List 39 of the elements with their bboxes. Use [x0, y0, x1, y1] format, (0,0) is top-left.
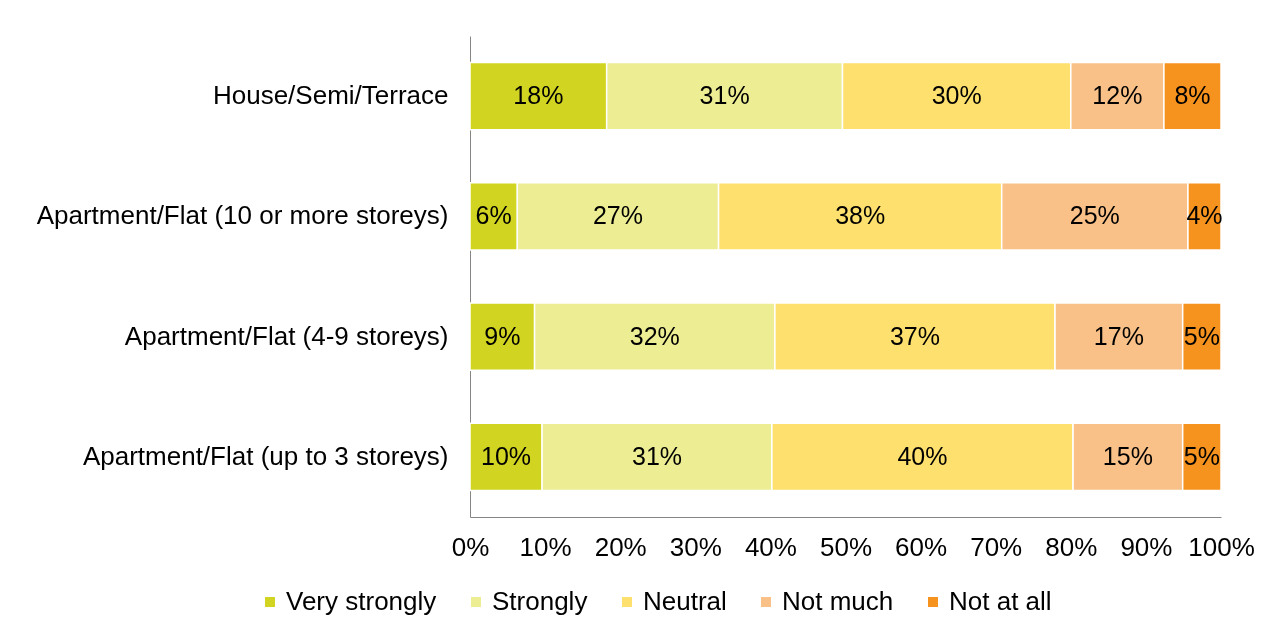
legend-label: Not at all: [949, 586, 1052, 616]
x-tick-label: 10%: [519, 531, 572, 562]
data-label: 9%: [484, 321, 521, 350]
data-label: 32%: [629, 321, 680, 350]
legend-label: Strongly: [492, 586, 588, 616]
x-tick-label: 60%: [895, 531, 948, 562]
x-tick-label: 100%: [1188, 531, 1255, 562]
y-tick-label: House/Semi/Terrace: [212, 80, 449, 111]
data-label: 27%: [592, 201, 643, 230]
x-tick-label: 30%: [669, 531, 722, 562]
data-label: 8%: [1174, 81, 1211, 110]
data-label: 31%: [631, 441, 683, 470]
legend-label: Very strongly: [286, 586, 437, 616]
data-label: 18%: [513, 81, 564, 110]
x-tick-label: 50%: [819, 531, 873, 562]
data-label: 31%: [699, 81, 750, 110]
y-tick-label: Apartment/Flat (10 or more storeys): [36, 200, 449, 231]
data-label: 30%: [931, 81, 982, 110]
x-tick-label: 0%: [451, 531, 490, 562]
data-label: 10%: [481, 441, 532, 470]
legend-label: Neutral: [643, 586, 727, 616]
data-label: 38%: [835, 201, 886, 230]
data-label: 37%: [889, 321, 940, 350]
data-label: 25%: [1069, 201, 1120, 230]
data-label: 6%: [475, 201, 512, 230]
y-tick-label: Apartment/Flat (up to 3 storeys): [82, 440, 449, 471]
x-tick-label: 80%: [1045, 531, 1098, 562]
x-tick-label: 70%: [970, 531, 1023, 562]
x-tick-label: 20%: [594, 531, 647, 562]
data-label: 17%: [1093, 321, 1144, 350]
y-tick-label: Apartment/Flat (4-9 storeys): [124, 320, 449, 351]
x-tick-label: 90%: [1120, 531, 1173, 562]
data-label: 12%: [1092, 81, 1143, 110]
data-label: 5%: [1183, 441, 1220, 470]
legend-label: Not much: [782, 586, 894, 616]
data-label: 5%: [1183, 321, 1220, 350]
data-label: 15%: [1102, 441, 1153, 470]
data-label: 40%: [897, 441, 948, 470]
x-tick-label: 40%: [744, 531, 797, 562]
